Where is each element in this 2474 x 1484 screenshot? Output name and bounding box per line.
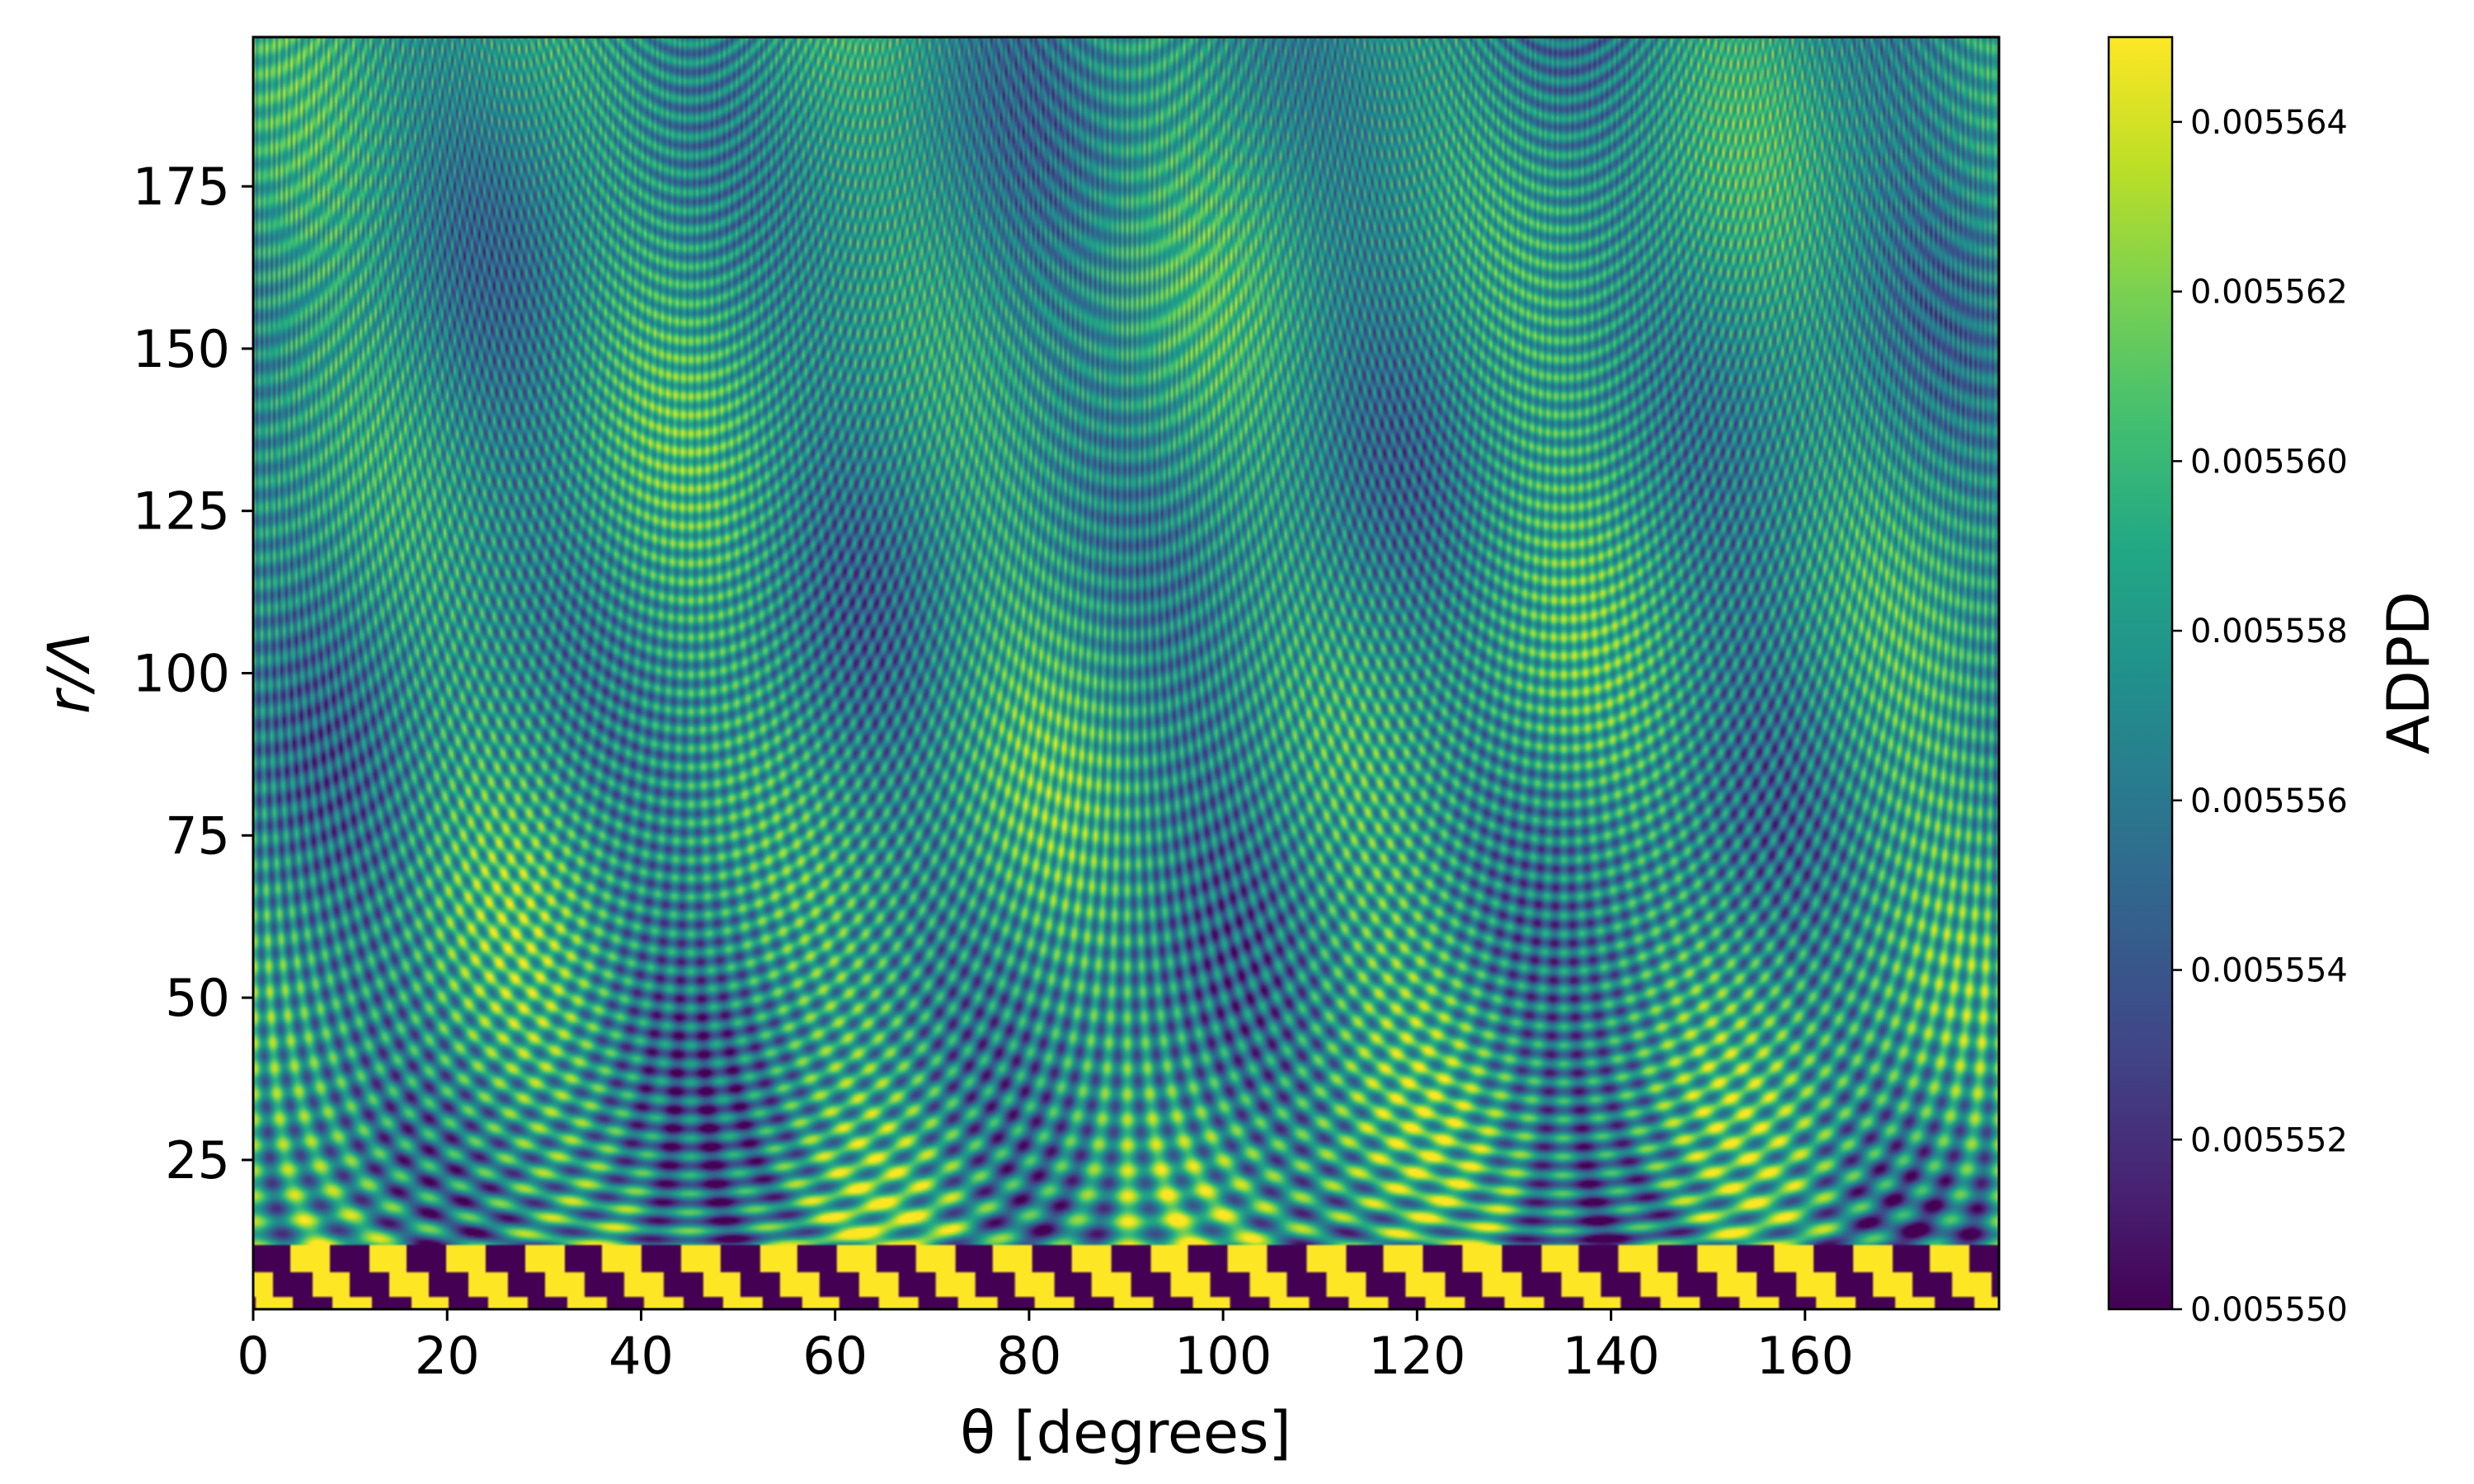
x-axis-label: θ [degrees] — [960, 1399, 1291, 1467]
y-tick-label: 75 — [165, 805, 230, 866]
colorbar-tick-label: 0.005560 — [2190, 443, 2348, 481]
x-tick-label: 160 — [1757, 1326, 1854, 1386]
colorbar-gradient — [2109, 37, 2172, 1309]
colorbar-tick-label: 0.005562 — [2190, 274, 2348, 312]
y-tick-label: 175 — [133, 157, 230, 217]
y-tick-label: 25 — [165, 1130, 230, 1190]
colorbar-frame — [2107, 35, 2174, 1311]
colorbar-tick-label: 0.005556 — [2190, 782, 2348, 820]
x-tick-label: 120 — [1368, 1326, 1465, 1386]
colorbar-tick-label: 0.005552 — [2190, 1121, 2348, 1159]
y-tick-label: 125 — [133, 481, 230, 542]
colorbar: 0.005550 0.005552 0.005554 0.005556 0.005558… — [2107, 35, 2443, 1329]
colorbar-label: ADPD — [2375, 591, 2443, 754]
x-tick-label: 60 — [802, 1326, 868, 1386]
colorbar-tick-label: 0.005550 — [2190, 1291, 2348, 1329]
y-tick-label: 50 — [165, 968, 230, 1028]
plot-area — [252, 35, 2001, 1311]
x-tick-label: 100 — [1174, 1326, 1272, 1386]
x-tick-label: 40 — [609, 1326, 674, 1386]
colorbar-tick-label: 0.005554 — [2190, 952, 2348, 990]
x-tick-label: 140 — [1562, 1326, 1659, 1386]
y-tick-label: 100 — [133, 644, 230, 704]
x-axis: 0 20 40 60 80 100 120 140 160 — [237, 1309, 1854, 1386]
colorbar-tick-label: 0.005558 — [2190, 613, 2348, 650]
x-tick-label: 0 — [237, 1326, 269, 1386]
x-tick-label: 20 — [415, 1326, 480, 1386]
colorbar-ticks: 0.005550 0.005552 0.005554 0.005556 0.005558… — [2172, 104, 2348, 1329]
colorbar-tick-label: 0.005564 — [2190, 104, 2348, 142]
y-axis: 25 50 75 100 125 150 175 — [133, 157, 253, 1190]
heatmap-image — [253, 37, 1999, 1309]
y-tick-label: 150 — [133, 319, 230, 379]
y-axis-label: r/Λ — [35, 632, 103, 714]
x-tick-label: 80 — [996, 1326, 1061, 1386]
